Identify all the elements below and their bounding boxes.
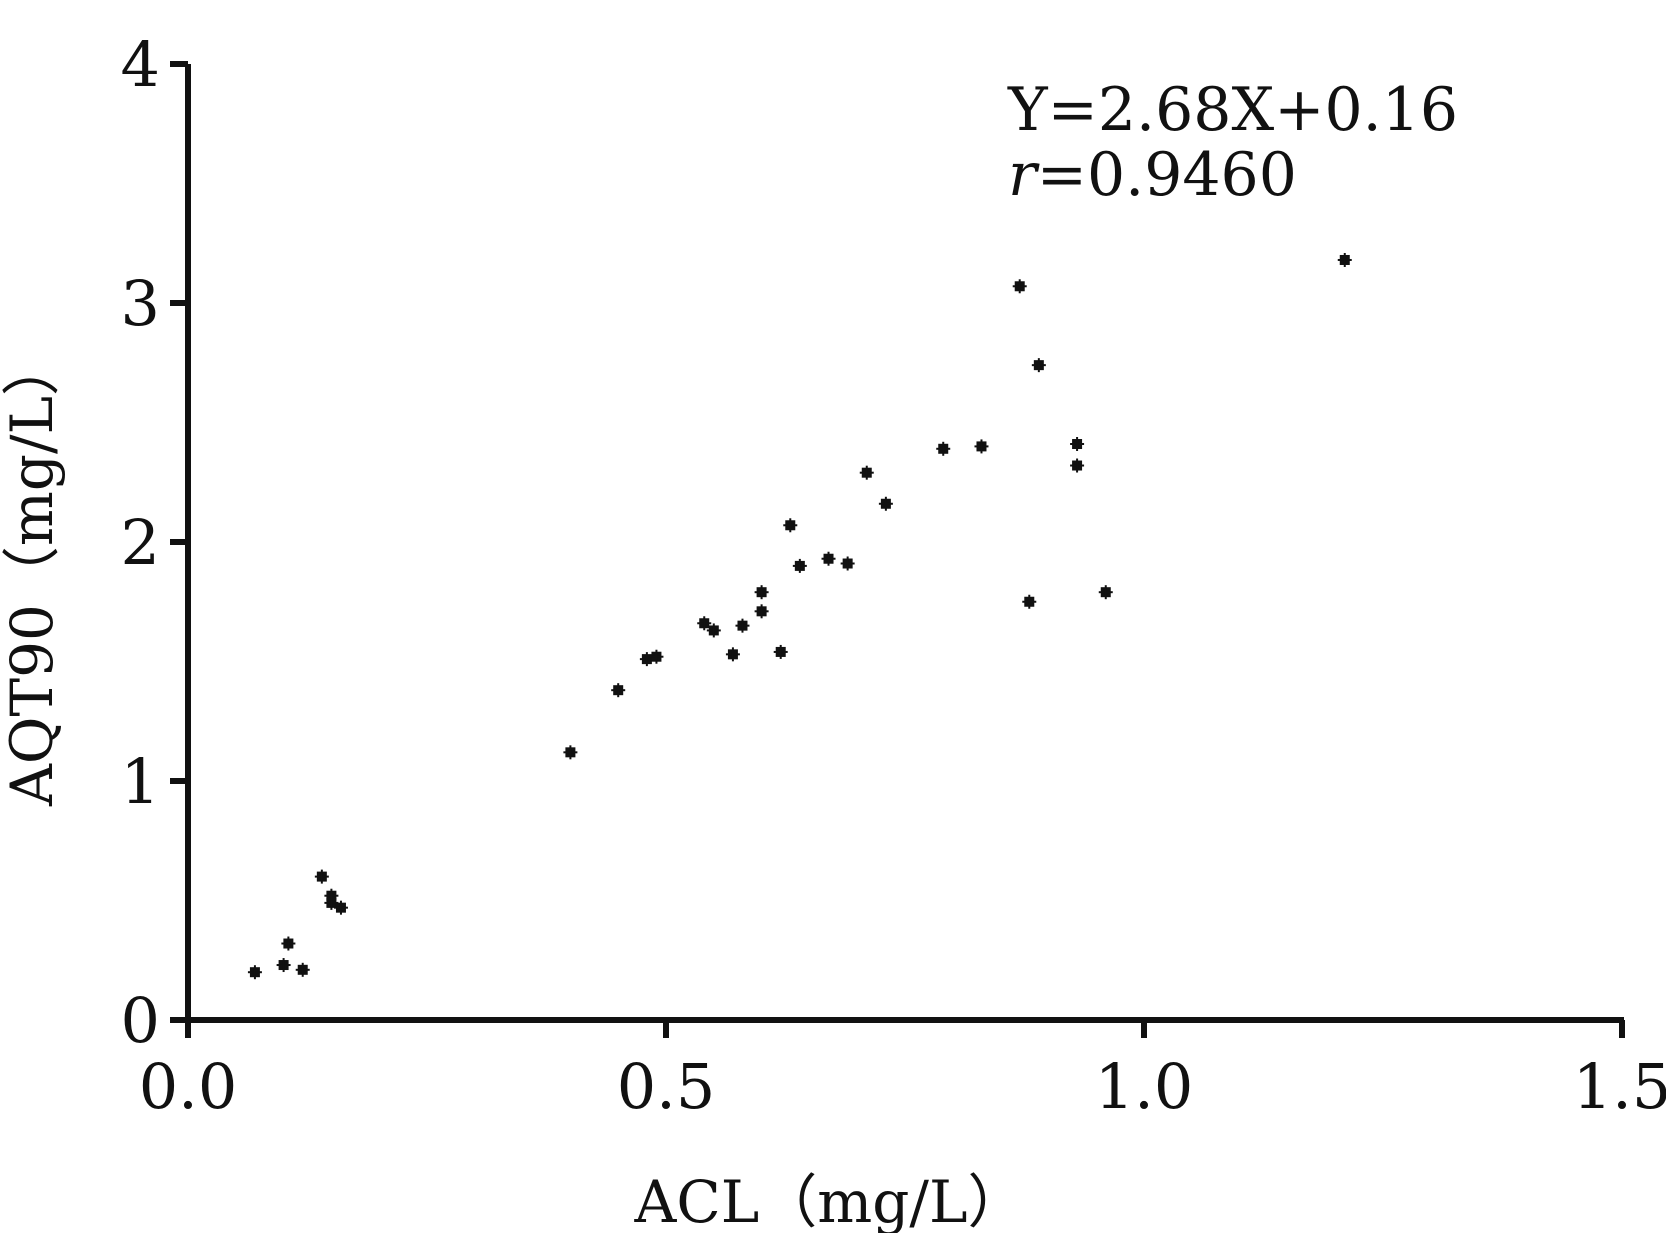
data-point [974,439,989,454]
data-point [563,745,578,760]
data-point [1022,594,1037,609]
data-point [1098,585,1113,600]
data-point [333,900,348,915]
y-tick-label: 4 [121,28,160,101]
data-point [859,465,874,480]
y-axis-title: AQT90（mg/L） [0,338,66,807]
y-tick-label: 2 [121,506,160,579]
data-point [295,962,310,977]
data-point [276,958,291,973]
data-point [840,556,855,571]
data-point [1031,358,1046,373]
data-point [247,965,262,980]
x-axis-title: ACL（mg/L） [634,1168,1026,1233]
data-point [1012,279,1027,294]
regression-equation: Y=2.68X+0.16 [1007,75,1458,145]
r-symbol: r [1008,140,1040,210]
data-point [783,518,798,533]
y-tick-label: 0 [121,984,160,1057]
data-point [1070,458,1085,473]
data-points [247,252,1352,980]
x-tick-label: 1.0 [1095,1050,1194,1123]
data-point [649,649,664,664]
data-point [697,616,712,631]
data-point [936,441,951,456]
axis-ticks: 0.0 0.5 1.0 1.5 0 1 2 3 4 [121,28,1666,1123]
data-point [1337,252,1352,267]
data-point [773,644,788,659]
data-point [878,496,893,511]
x-tick-label: 0.5 [617,1050,716,1123]
correlation-annotation: r=0.9460 [1008,140,1297,210]
data-point [314,869,329,884]
data-point [754,604,769,619]
y-tick-label: 3 [121,267,160,340]
data-point [611,683,626,698]
y-tick-label: 1 [121,745,160,818]
data-point [281,936,296,951]
axes [185,64,1624,1023]
data-point [706,623,721,638]
data-point [1070,437,1085,452]
data-point [821,551,836,566]
data-point [735,618,750,633]
data-point [725,647,740,662]
x-tick-label: 1.5 [1573,1050,1666,1123]
r-value: =0.9460 [1037,140,1297,210]
data-point [792,558,807,573]
data-point [754,585,769,600]
x-tick-label: 0.0 [139,1050,238,1123]
